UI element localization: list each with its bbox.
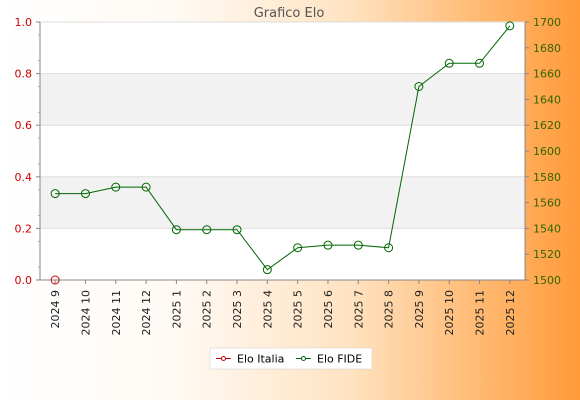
right-tick-label: 1500 (533, 274, 561, 287)
legend-marker-elo-fide (301, 356, 306, 361)
plot-background (40, 22, 525, 280)
plot-area (40, 22, 525, 280)
left-tick-label: 0.4 (15, 171, 33, 184)
data-point-elo-fide (505, 21, 515, 31)
legend: Elo Italia Elo FIDE (209, 347, 373, 370)
x-tick-label: 2025 8 (383, 290, 396, 329)
x-tick-label: 2025 5 (292, 290, 305, 329)
right-tick-label: 1700 (533, 16, 561, 29)
right-tick-label: 1620 (533, 119, 561, 132)
grid-band (40, 73, 525, 126)
x-tick-label: 2025 9 (413, 290, 426, 329)
x-tick-label: 2025 6 (322, 290, 335, 329)
x-tick-label: 2024 10 (79, 290, 92, 336)
data-point-elo-fide (323, 240, 333, 250)
data-point-elo-fide (232, 225, 242, 235)
left-tick-label: 1.0 (15, 16, 33, 29)
legend-marker-elo-italia (221, 356, 226, 361)
right-tick-label: 1640 (533, 93, 561, 106)
legend-item-elo-italia: Elo Italia (216, 353, 284, 366)
x-tick-label: 2025 12 (504, 290, 517, 336)
data-point-elo-fide (202, 225, 212, 235)
data-point-elo-fide (293, 243, 303, 253)
right-tick-label: 1580 (533, 171, 561, 184)
data-point-elo-fide (353, 240, 363, 250)
right-tick-label: 1540 (533, 222, 561, 235)
grid-band (40, 176, 525, 229)
x-tick-label: 2025 2 (201, 290, 214, 329)
data-point-elo-fide (414, 82, 424, 91)
x-tick-label: 2025 4 (261, 290, 274, 329)
left-tick-label: 0.8 (15, 68, 33, 81)
series-layer (50, 21, 515, 285)
x-tick-label: 2024 9 (49, 290, 62, 329)
left-tick-label: 0.2 (15, 222, 33, 235)
right-tick-label: 1660 (533, 68, 561, 81)
left-tick-label: 0.0 (15, 274, 33, 287)
right-tick-label: 1560 (533, 197, 561, 210)
x-tick-label: 2024 11 (110, 290, 123, 336)
data-point-elo-fide (384, 243, 394, 253)
x-tick-label: 2025 1 (170, 290, 183, 329)
data-point-elo-fide (111, 182, 121, 192)
x-tick-label: 2025 3 (231, 290, 244, 329)
series-line-elo-fide (55, 25, 511, 271)
legend-box (209, 347, 373, 370)
legend-label-elo-italia: Elo Italia (237, 353, 284, 366)
left-axis-ticks: 0.0 0.2 0.4 0.6 0.8 1.0 (15, 16, 40, 287)
x-tick-label: 2024 12 (140, 290, 153, 336)
data-point-elo-fide (475, 58, 485, 68)
right-axis-ticks: 1500 1520 1540 1560 1580 1600 1620 1640 1660 1680… (525, 16, 561, 287)
legend-label-elo-fide: Elo FIDE (317, 353, 362, 366)
right-tick-label: 1600 (533, 145, 561, 158)
data-point-elo-fide (444, 58, 454, 68)
data-point-elo-fide (262, 265, 272, 275)
right-tick-label: 1520 (533, 248, 561, 261)
data-point-elo-fide (141, 182, 151, 192)
data-point-elo-fide (171, 225, 181, 235)
legend-item-elo-fide: Elo FIDE (296, 353, 362, 366)
x-tick-label: 2025 11 (474, 290, 487, 336)
right-tick-label: 1680 (533, 42, 561, 55)
chart-title: Grafico Elo (254, 6, 325, 21)
data-point-elo-italia (50, 275, 60, 285)
x-tick-label: 2025 10 (443, 290, 456, 336)
data-point-elo-fide (80, 189, 90, 199)
data-point-elo-fide (50, 189, 60, 199)
left-tick-label: 0.6 (15, 119, 33, 132)
x-axis-ticks: 2024 9 2024 10 2024 11 2024 12 2025 1 2025 2 2… (49, 280, 517, 336)
x-tick-label: 2025 7 (352, 290, 365, 329)
